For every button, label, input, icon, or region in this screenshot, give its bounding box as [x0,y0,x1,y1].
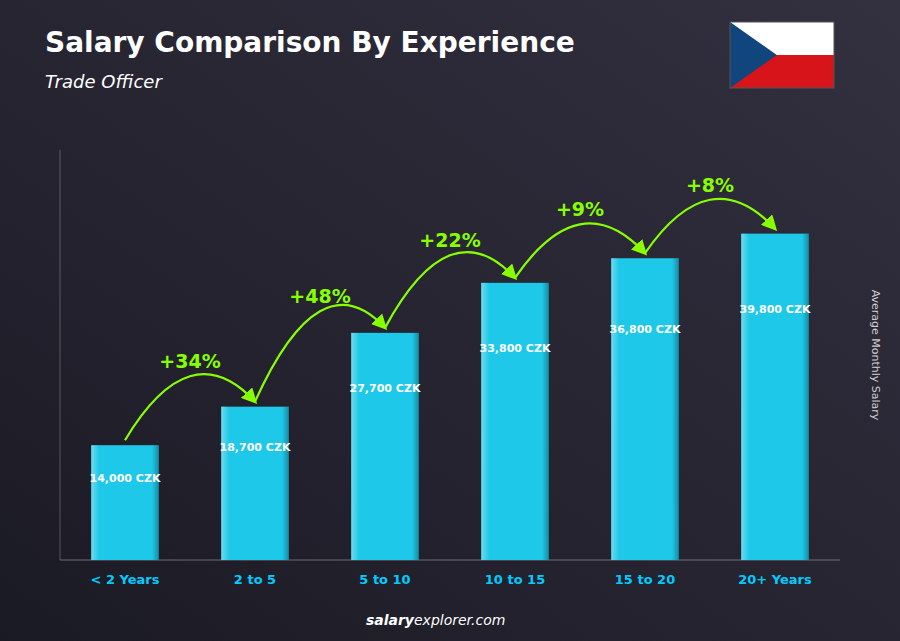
change-label: +34% [159,350,220,372]
bar [221,407,289,560]
change-label: +22% [419,229,480,251]
bar-shade [351,333,419,560]
bar [611,258,679,560]
footer: salary [366,612,415,628]
change-arrow [645,199,775,253]
bar-group [611,258,679,560]
change-arrow [255,305,385,402]
bar-shade [611,258,679,560]
bar-group [481,283,549,560]
x-tick-label: 5 to 10 [359,572,410,587]
title: Salary Comparison By Experience [45,26,575,59]
y-axis-line [60,150,61,560]
chart: Salary Comparison By Experience Trade Off… [0,0,900,641]
x-tick-label: 10 to 15 [485,572,545,587]
change-label: +48% [289,285,350,307]
x-tick-label: < 2 Years [91,572,160,587]
data-label: 27,700 CZK [350,382,421,395]
bar-group [351,333,419,560]
change-label: +8% [686,174,734,196]
bar-shade [91,445,159,560]
bars [91,234,809,560]
data-label: 18,700 CZK [220,441,291,454]
x-axis-line [60,560,840,561]
bar [351,333,419,560]
x-tick-label: 15 to 20 [615,572,675,587]
data-label: 36,800 CZK [610,323,681,336]
change-label: +9% [556,198,604,220]
background [0,0,900,641]
bar [481,283,549,560]
data-label: 39,800 CZK [740,303,811,316]
data-label: 33,800 CZK [480,342,551,355]
change-arrow [385,252,515,328]
bar [91,445,159,560]
x-tick-label: 2 to 5 [234,572,276,587]
bar-shade [221,407,289,560]
change-arrow [515,223,645,277]
bar-group [741,234,809,560]
bar-shade [741,234,809,560]
y-axis-label: Average Monthly Salary [869,290,882,421]
bar [741,234,809,560]
subtitle: Trade Officer [45,71,163,92]
bar-group [91,445,159,560]
flag [730,22,834,88]
x-tick-label: 20+ Years [738,572,812,587]
footer: explorer.com [414,612,505,628]
bar-shade [481,283,549,560]
data-label: 14,000 CZK [90,472,161,485]
bar-group [221,407,289,560]
change-arrow [125,374,255,440]
